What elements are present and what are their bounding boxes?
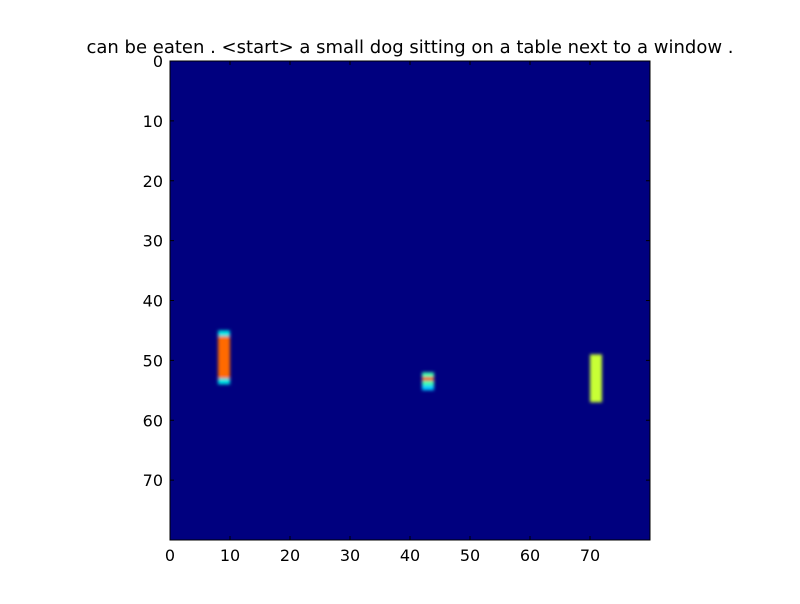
x-tick-label: 10	[220, 546, 240, 565]
y-tick-label: 50	[143, 351, 163, 370]
chart-title: can be eaten . <start> a small dog sitti…	[86, 37, 733, 58]
y-tick-label: 60	[143, 411, 163, 430]
y-tick-label: 70	[143, 471, 163, 490]
x-tick-label: 60	[520, 546, 540, 565]
y-tick-label: 20	[143, 172, 163, 191]
heatmap-blob-3	[590, 354, 602, 403]
y-tick-label: 40	[143, 292, 163, 311]
heatmap-cell-2-4	[422, 385, 434, 391]
x-tick-label: 70	[580, 546, 600, 565]
y-tick-label: 30	[143, 232, 163, 251]
x-axis: 0 10 20 30 40 50 60 70	[165, 61, 600, 565]
x-tick-label: 40	[400, 546, 420, 565]
x-tick-label: 30	[340, 546, 360, 565]
x-tick-label: 20	[280, 546, 300, 565]
heatmap-blob-2	[422, 372, 434, 391]
heatmap-cell-1-2	[218, 336, 230, 379]
heatmap-cell-3-1	[590, 354, 602, 403]
heatmap-cell-1-3	[218, 378, 230, 385]
heatmap-cell-2-1	[422, 372, 434, 378]
y-tick-label: 0	[153, 52, 163, 71]
heatmap-cell-2-3	[422, 380, 434, 386]
heatmap-cell-2-2	[422, 377, 434, 381]
heatmap-blob-1	[218, 330, 230, 385]
x-tick-label: 0	[165, 546, 175, 565]
x-tick-label: 50	[460, 546, 480, 565]
plot-area	[169, 60, 651, 541]
heatmap-cell-1-1	[218, 330, 230, 337]
y-tick-label: 10	[143, 112, 163, 131]
y-axis: 0 10 20 30 40 50 60 70	[143, 52, 650, 490]
heatmap-background	[170, 61, 650, 540]
